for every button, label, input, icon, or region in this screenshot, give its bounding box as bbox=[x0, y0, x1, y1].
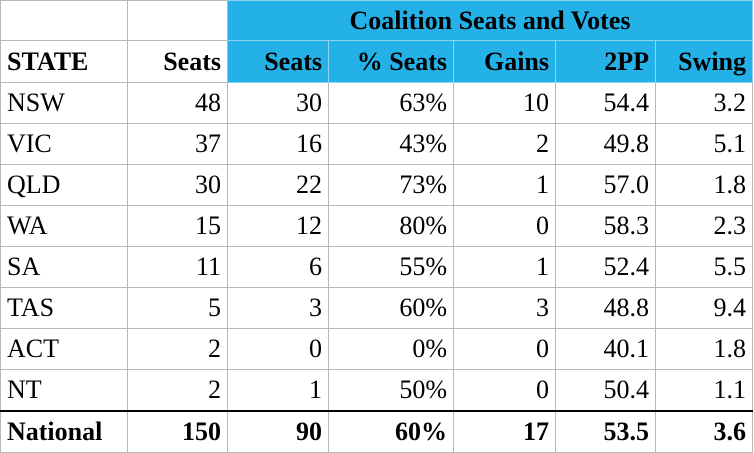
cell-2pp: 58.3 bbox=[555, 205, 656, 247]
cell-2pp: 57.0 bbox=[555, 164, 656, 206]
cell-swing: 1.8 bbox=[654, 164, 754, 206]
cell-coalition-seats: 6 bbox=[227, 246, 329, 288]
cell-seats: 11 bbox=[127, 246, 228, 288]
cell-seats: 2 bbox=[127, 369, 228, 412]
total-row: National 150 90 60% 17 53.5 3.6 bbox=[0, 410, 754, 453]
cell-2pp: 40.1 bbox=[555, 328, 656, 370]
table-row: VIC 37 16 43% 2 49.8 5.1 bbox=[0, 123, 754, 165]
cell-state: ACT bbox=[0, 328, 128, 370]
cell-swing: 5.5 bbox=[654, 246, 754, 288]
total-swing: 3.6 bbox=[654, 410, 754, 453]
cell-pct-seats: 73% bbox=[328, 164, 454, 206]
cell-2pp: 48.8 bbox=[555, 287, 656, 329]
total-state: National bbox=[0, 410, 128, 453]
header-pct-seats: % Seats bbox=[328, 40, 454, 83]
cell-2pp: 49.8 bbox=[555, 123, 656, 165]
cell-seats: 48 bbox=[127, 82, 228, 124]
cell-swing: 5.1 bbox=[654, 123, 754, 165]
cell-pct-seats: 63% bbox=[328, 82, 454, 124]
cell-state: VIC bbox=[0, 123, 128, 165]
cell-pct-seats: 55% bbox=[328, 246, 454, 288]
cell-coalition-seats: 22 bbox=[227, 164, 329, 206]
table-row: TAS 5 3 60% 3 48.8 9.4 bbox=[0, 287, 754, 329]
cell-swing: 1.8 bbox=[654, 328, 754, 370]
header-coalition-seats: Seats bbox=[227, 40, 329, 83]
cell-seats: 15 bbox=[127, 205, 228, 247]
empty-cell bbox=[127, 0, 228, 41]
table-row: SA 11 6 55% 1 52.4 5.5 bbox=[0, 246, 754, 288]
cell-coalition-seats: 3 bbox=[227, 287, 329, 329]
cell-swing: 1.1 bbox=[654, 369, 754, 412]
cell-pct-seats: 80% bbox=[328, 205, 454, 247]
cell-state: WA bbox=[0, 205, 128, 247]
cell-coalition-seats: 16 bbox=[227, 123, 329, 165]
cell-coalition-seats: 0 bbox=[227, 328, 329, 370]
cell-2pp: 54.4 bbox=[555, 82, 656, 124]
table-row: WA 15 12 80% 0 58.3 2.3 bbox=[0, 205, 754, 247]
header-state: STATE bbox=[0, 40, 128, 83]
cell-gains: 0 bbox=[453, 205, 556, 247]
cell-gains: 0 bbox=[453, 369, 556, 412]
table-row: QLD 30 22 73% 1 57.0 1.8 bbox=[0, 164, 754, 206]
cell-state: TAS bbox=[0, 287, 128, 329]
total-2pp: 53.5 bbox=[555, 410, 656, 453]
header-swing: Swing bbox=[654, 40, 754, 83]
cell-seats: 5 bbox=[127, 287, 228, 329]
cell-state: SA bbox=[0, 246, 128, 288]
cell-state: QLD bbox=[0, 164, 128, 206]
cell-pct-seats: 43% bbox=[328, 123, 454, 165]
coalition-banner: Coalition Seats and Votes bbox=[226, 0, 754, 41]
header-seats: Seats bbox=[127, 40, 228, 83]
cell-2pp: 52.4 bbox=[555, 246, 656, 288]
cell-pct-seats: 0% bbox=[328, 328, 454, 370]
header-row: STATE Seats Seats % Seats Gains 2PP Swin… bbox=[0, 40, 754, 83]
cell-swing: 9.4 bbox=[654, 287, 754, 329]
cell-gains: 0 bbox=[453, 328, 556, 370]
total-pct-seats: 60% bbox=[328, 410, 454, 453]
cell-seats: 37 bbox=[127, 123, 228, 165]
header-2pp: 2PP bbox=[555, 40, 656, 83]
banner-row: Coalition Seats and Votes bbox=[0, 0, 754, 41]
cell-gains: 1 bbox=[453, 246, 556, 288]
cell-seats: 30 bbox=[127, 164, 228, 206]
cell-swing: 3.2 bbox=[654, 82, 754, 124]
total-seats: 150 bbox=[127, 410, 228, 453]
cell-coalition-seats: 1 bbox=[227, 369, 329, 412]
cell-state: NSW bbox=[0, 82, 128, 124]
header-gains: Gains bbox=[453, 40, 556, 83]
cell-gains: 2 bbox=[453, 123, 556, 165]
empty-cell bbox=[0, 0, 128, 41]
cell-state: NT bbox=[0, 369, 128, 412]
total-gains: 17 bbox=[453, 410, 556, 453]
cell-pct-seats: 60% bbox=[328, 287, 454, 329]
table-row: ACT 2 0 0% 0 40.1 1.8 bbox=[0, 328, 754, 370]
total-coalition-seats: 90 bbox=[227, 410, 329, 453]
cell-seats: 2 bbox=[127, 328, 228, 370]
cell-gains: 1 bbox=[453, 164, 556, 206]
table-row: NT 2 1 50% 0 50.4 1.1 bbox=[0, 369, 754, 412]
cell-coalition-seats: 30 bbox=[227, 82, 329, 124]
cell-gains: 10 bbox=[453, 82, 556, 124]
cell-2pp: 50.4 bbox=[555, 369, 656, 412]
cell-pct-seats: 50% bbox=[328, 369, 454, 412]
cell-swing: 2.3 bbox=[654, 205, 754, 247]
cell-gains: 3 bbox=[453, 287, 556, 329]
table-row: NSW 48 30 63% 10 54.4 3.2 bbox=[0, 82, 754, 124]
cell-coalition-seats: 12 bbox=[227, 205, 329, 247]
